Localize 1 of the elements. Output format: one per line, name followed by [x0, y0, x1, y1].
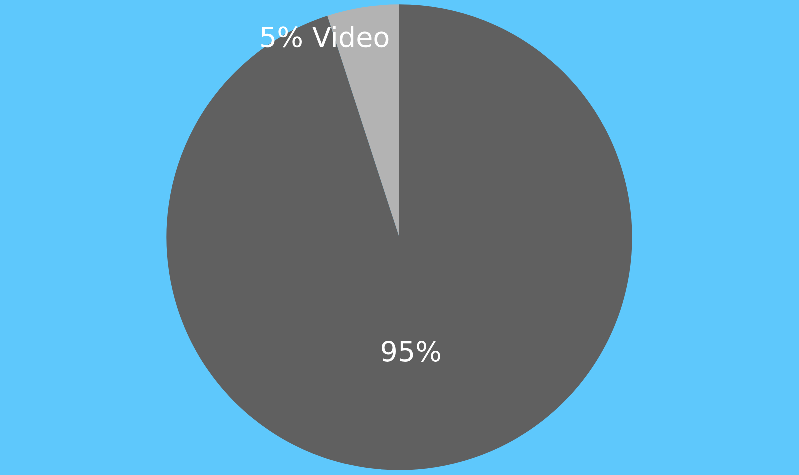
data-label: 95%: [382, 340, 440, 362]
